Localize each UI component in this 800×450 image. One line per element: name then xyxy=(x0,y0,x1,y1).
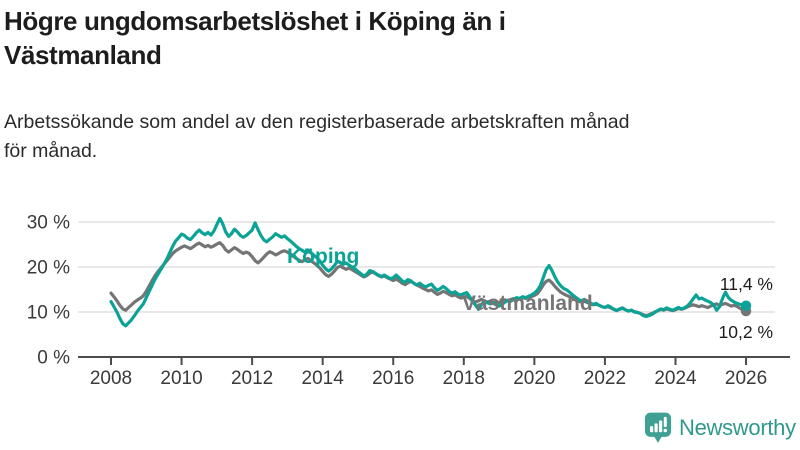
brand-wordmark: Newsworthy xyxy=(679,415,796,440)
subtitle-line-1: Arbetssökande som andel av den registerb… xyxy=(4,111,630,133)
x-tick-label: 2014 xyxy=(302,368,345,389)
vastmanland-line xyxy=(109,241,748,318)
x-tick-label: 2026 xyxy=(725,368,767,389)
line-chart: 2008 2010 2012 2014 2016 2018 2020 2022 2024 2026… xyxy=(27,213,790,389)
y-tick-label: 0 % xyxy=(37,348,70,369)
x-tick-label: 2016 xyxy=(372,368,414,389)
newsworthy-logo: Newsworthy xyxy=(644,411,796,445)
x-tick-label: 2018 xyxy=(443,368,485,389)
bar-chart-bubble-icon xyxy=(644,412,672,443)
x-tick-label: 2012 xyxy=(231,368,273,389)
x-tick-label: 2024 xyxy=(654,368,697,389)
vastmanland-end-value-label: 10,2 % xyxy=(719,322,773,342)
vastmanland-series-label: Västmanland xyxy=(462,292,593,315)
y-tick-label: 10 % xyxy=(27,303,70,324)
koping-end-value-label: 11,4 % xyxy=(720,274,773,294)
subtitle-line-2: för månad. xyxy=(4,140,98,162)
title-line-1: Högre ungdomsarbetslöshet i Köping än i xyxy=(4,6,506,36)
x-tick-label: 2008 xyxy=(90,368,132,389)
x-tick-label: 2010 xyxy=(160,368,202,389)
y-tick-label: 20 % xyxy=(27,258,70,279)
koping-end-dot xyxy=(740,300,752,311)
koping-line xyxy=(109,216,748,328)
y-tick-label: 30 % xyxy=(27,213,70,234)
chart-subtitle: Arbetssökande som andel av den registerb… xyxy=(4,108,794,166)
title-line-2: Västmanland xyxy=(4,40,162,70)
x-tick-label: 2022 xyxy=(584,368,626,389)
page-title: Högre ungdomsarbetslöshet i Köping än i … xyxy=(4,4,764,72)
koping-series-label: Köping xyxy=(287,245,359,268)
x-tick-label: 2020 xyxy=(513,368,555,389)
